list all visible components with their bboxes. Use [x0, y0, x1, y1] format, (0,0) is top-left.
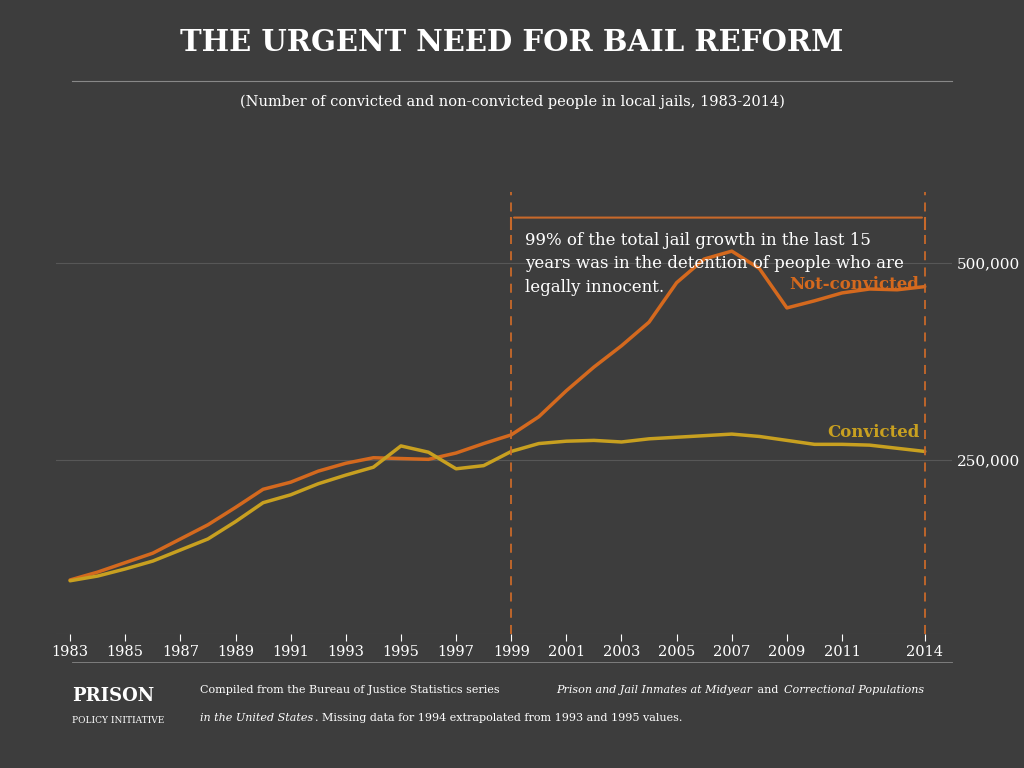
Text: . Missing data for 1994 extrapolated from 1993 and 1995 values.: . Missing data for 1994 extrapolated fro…: [315, 713, 683, 723]
Text: 99% of the total jail growth in the last 15
years was in the detention of people: 99% of the total jail growth in the last…: [525, 232, 904, 296]
Text: (Number of convicted and non-convicted people in local jails, 1983-2014): (Number of convicted and non-convicted p…: [240, 94, 784, 108]
Text: Not-convicted: Not-convicted: [790, 276, 920, 293]
Text: POLICY INITIATIVE: POLICY INITIATIVE: [72, 716, 164, 725]
Text: Correctional Populations: Correctional Populations: [784, 685, 925, 695]
Text: PRISON: PRISON: [72, 687, 154, 705]
Text: Prison and Jail Inmates at Midyear: Prison and Jail Inmates at Midyear: [556, 685, 752, 695]
Text: THE URGENT NEED FOR BAIL REFORM: THE URGENT NEED FOR BAIL REFORM: [180, 28, 844, 57]
Text: Convicted: Convicted: [826, 424, 920, 441]
Text: in the United States: in the United States: [200, 713, 313, 723]
Text: Compiled from the Bureau of Justice Statistics series: Compiled from the Bureau of Justice Stat…: [200, 685, 503, 695]
Text: and: and: [754, 685, 781, 695]
